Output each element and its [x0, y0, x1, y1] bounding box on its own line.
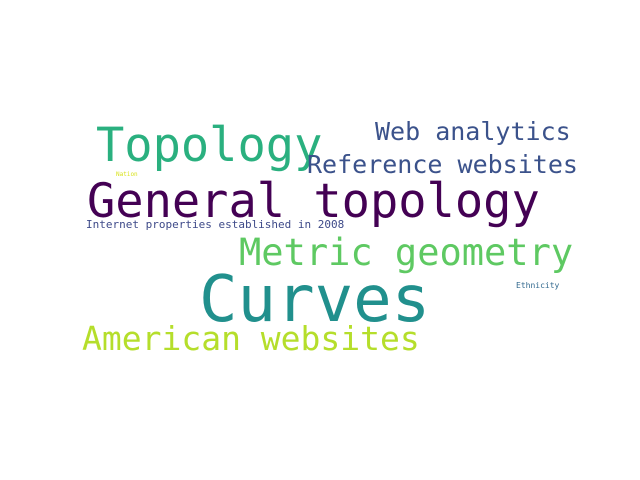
word-ethnicity: Ethnicity: [516, 281, 560, 290]
word-american-websites: American websites: [82, 319, 420, 358]
word-general-topology: General topology: [87, 174, 540, 229]
word-curves: Curves: [199, 263, 431, 337]
word-web-analytics: Web analytics: [375, 117, 571, 146]
word-internet-properties: Internet properties established in 2008: [86, 218, 345, 231]
word-nation: Nation: [116, 171, 138, 178]
word-topology: Topology: [96, 118, 323, 173]
word-reference-websites: Reference websites: [307, 150, 578, 179]
word-metric-geometry: Metric geometry: [239, 231, 574, 274]
